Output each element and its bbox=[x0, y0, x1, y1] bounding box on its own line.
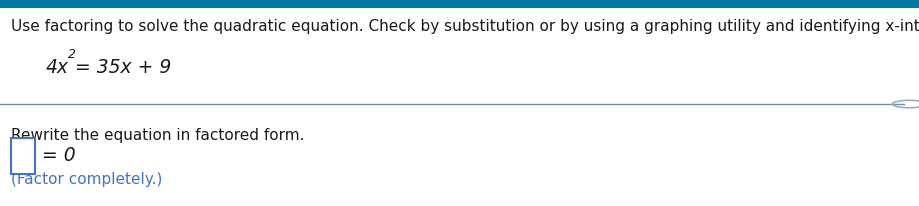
Text: 2: 2 bbox=[68, 48, 76, 61]
FancyBboxPatch shape bbox=[11, 138, 35, 174]
FancyBboxPatch shape bbox=[0, 0, 919, 8]
Text: = 35x + 9: = 35x + 9 bbox=[75, 59, 172, 77]
Text: (Factor completely.): (Factor completely.) bbox=[11, 172, 163, 187]
Text: Rewrite the equation in factored form.: Rewrite the equation in factored form. bbox=[11, 128, 304, 143]
Text: 4x: 4x bbox=[46, 59, 69, 77]
Text: Use factoring to solve the quadratic equation. Check by substitution or by using: Use factoring to solve the quadratic equ… bbox=[11, 19, 919, 34]
Text: = 0: = 0 bbox=[42, 146, 76, 165]
